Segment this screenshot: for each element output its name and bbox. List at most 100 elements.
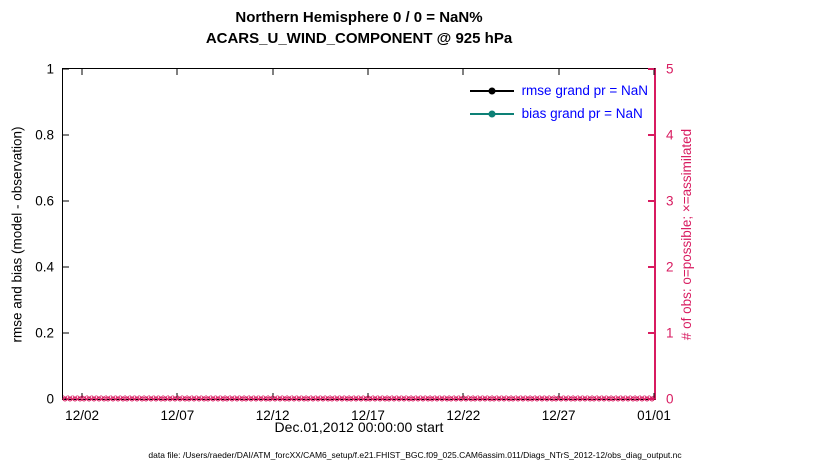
obs-possible-marker bbox=[215, 396, 221, 402]
obs-assimilated-marker: × bbox=[114, 392, 122, 405]
obs-possible-marker bbox=[434, 396, 440, 402]
obs-assimilated-marker: × bbox=[486, 392, 493, 405]
obs-assimilated-marker: × bbox=[352, 392, 360, 405]
obs-assimilated-marker: × bbox=[138, 392, 145, 405]
obs-assimilated-marker: × bbox=[567, 392, 574, 405]
obs-assimilated-marker: × bbox=[281, 392, 288, 405]
obs-possible-marker bbox=[391, 396, 397, 402]
obs-assimilated-marker: × bbox=[214, 392, 222, 405]
obs-possible-marker bbox=[348, 396, 354, 402]
x-tick-mark bbox=[558, 393, 560, 399]
obs-possible-marker bbox=[196, 396, 202, 402]
obs-assimilated-marker: × bbox=[591, 392, 598, 405]
obs-possible-marker bbox=[377, 396, 383, 402]
obs-possible-marker bbox=[510, 396, 516, 402]
x-tick-mark bbox=[81, 393, 83, 399]
obs-possible-marker bbox=[534, 396, 540, 402]
obs-assimilated-marker: × bbox=[152, 392, 160, 405]
obs-possible-marker bbox=[372, 396, 378, 402]
obs-possible-marker bbox=[243, 396, 249, 402]
obs-assimilated-marker: × bbox=[200, 392, 207, 405]
obs-possible-marker bbox=[615, 396, 621, 402]
obs-possible-marker bbox=[386, 396, 392, 402]
obs-assimilated-marker: × bbox=[243, 392, 250, 405]
y-right-tick-mark bbox=[648, 68, 654, 70]
obs-assimilated-marker: × bbox=[472, 392, 479, 405]
obs-assimilated-marker: × bbox=[505, 392, 512, 405]
y-right-tick-label: 5 bbox=[666, 61, 674, 77]
y-left-tick-label: 0.4 bbox=[35, 259, 54, 275]
obs-assimilated-marker: × bbox=[395, 392, 403, 405]
obs-assimilated-marker: × bbox=[519, 392, 527, 405]
obs-possible-marker bbox=[162, 396, 168, 402]
obs-assimilated-marker: × bbox=[534, 392, 541, 405]
obs-possible-marker bbox=[472, 396, 478, 402]
obs-possible-marker bbox=[482, 396, 488, 402]
obs-assimilated-marker: × bbox=[162, 392, 169, 405]
obs-possible-marker bbox=[553, 396, 559, 402]
obs-possible-marker bbox=[291, 396, 297, 402]
obs-possible-marker bbox=[353, 396, 359, 402]
x-tick-label: 12/07 bbox=[160, 408, 195, 423]
obs-possible-marker bbox=[491, 396, 497, 402]
obs-assimilated-marker: × bbox=[424, 392, 431, 405]
obs-assimilated-marker: × bbox=[319, 392, 326, 405]
obs-assimilated-marker: × bbox=[90, 392, 98, 405]
obs-possible-marker bbox=[520, 396, 526, 402]
obs-possible-marker bbox=[549, 396, 555, 402]
obs-assimilated-marker: × bbox=[619, 392, 627, 405]
obs-possible-marker bbox=[96, 396, 102, 402]
y-right-tick-label: 3 bbox=[666, 193, 674, 209]
obs-assimilated-marker: × bbox=[391, 392, 398, 405]
rmse-dot-marker bbox=[488, 87, 496, 94]
obs-possible-marker bbox=[420, 396, 426, 402]
obs-assimilated-marker: × bbox=[76, 392, 83, 405]
x-tick-mark bbox=[462, 393, 464, 399]
obs-possible-marker bbox=[220, 396, 226, 402]
obs-possible-marker bbox=[425, 396, 431, 402]
obs-possible-marker bbox=[529, 396, 535, 402]
y-right-tick-mark bbox=[648, 200, 654, 202]
obs-possible-marker bbox=[158, 396, 164, 402]
obs-possible-marker bbox=[210, 396, 216, 402]
chart-subtitle: ACARS_U_WIND_COMPONENT @ 925 hPa bbox=[205, 30, 513, 47]
x-tick-mark bbox=[176, 393, 178, 399]
bias-dot-marker bbox=[488, 110, 496, 117]
obs-assimilated-marker: × bbox=[262, 392, 269, 405]
obs-assimilated-marker: × bbox=[624, 392, 631, 405]
obs-possible-marker bbox=[382, 396, 388, 402]
y-left-tick-label: 0.6 bbox=[35, 193, 54, 209]
obs-assimilated-marker: × bbox=[476, 392, 484, 405]
obs-possible-marker bbox=[363, 396, 369, 402]
y-left-tick-mark bbox=[63, 200, 69, 202]
obs-possible-marker bbox=[153, 396, 159, 402]
obs-assimilated-marker: × bbox=[419, 392, 427, 405]
obs-assimilated-marker: × bbox=[443, 392, 450, 405]
obs-possible-marker bbox=[453, 396, 459, 402]
obs-possible-marker bbox=[591, 396, 597, 402]
obs-possible-marker bbox=[105, 396, 111, 402]
obs-assimilated-marker: × bbox=[400, 392, 407, 405]
obs-assimilated-marker: × bbox=[510, 392, 517, 405]
y-right-tick-mark bbox=[648, 332, 654, 334]
obs-assimilated-marker: × bbox=[209, 392, 217, 405]
obs-assimilated-marker: × bbox=[343, 392, 350, 405]
obs-possible-marker bbox=[239, 396, 245, 402]
y-axis-label-left: rmse and bias (model - observation) bbox=[9, 125, 25, 343]
obs-possible-marker bbox=[267, 396, 273, 402]
y-axis-label-right-wrap: # of obs: o=possible; ×=assimilated bbox=[668, 68, 706, 400]
obs-possible-marker bbox=[224, 396, 230, 402]
x-tick-mark-top bbox=[367, 69, 369, 75]
obs-possible-marker bbox=[630, 396, 636, 402]
obs-assimilated-marker: × bbox=[538, 392, 546, 405]
obs-possible-marker bbox=[282, 396, 288, 402]
obs-possible-marker bbox=[501, 396, 507, 402]
obs-possible-marker bbox=[186, 396, 192, 402]
obs-possible-marker bbox=[439, 396, 445, 402]
obs-possible-marker bbox=[320, 396, 326, 402]
y-left-tick-mark bbox=[63, 266, 69, 268]
x-tick-mark-top bbox=[81, 69, 83, 75]
x-tick-label: 12/02 bbox=[65, 408, 99, 423]
obs-assimilated-marker: × bbox=[290, 392, 298, 405]
obs-possible-marker bbox=[248, 396, 254, 402]
